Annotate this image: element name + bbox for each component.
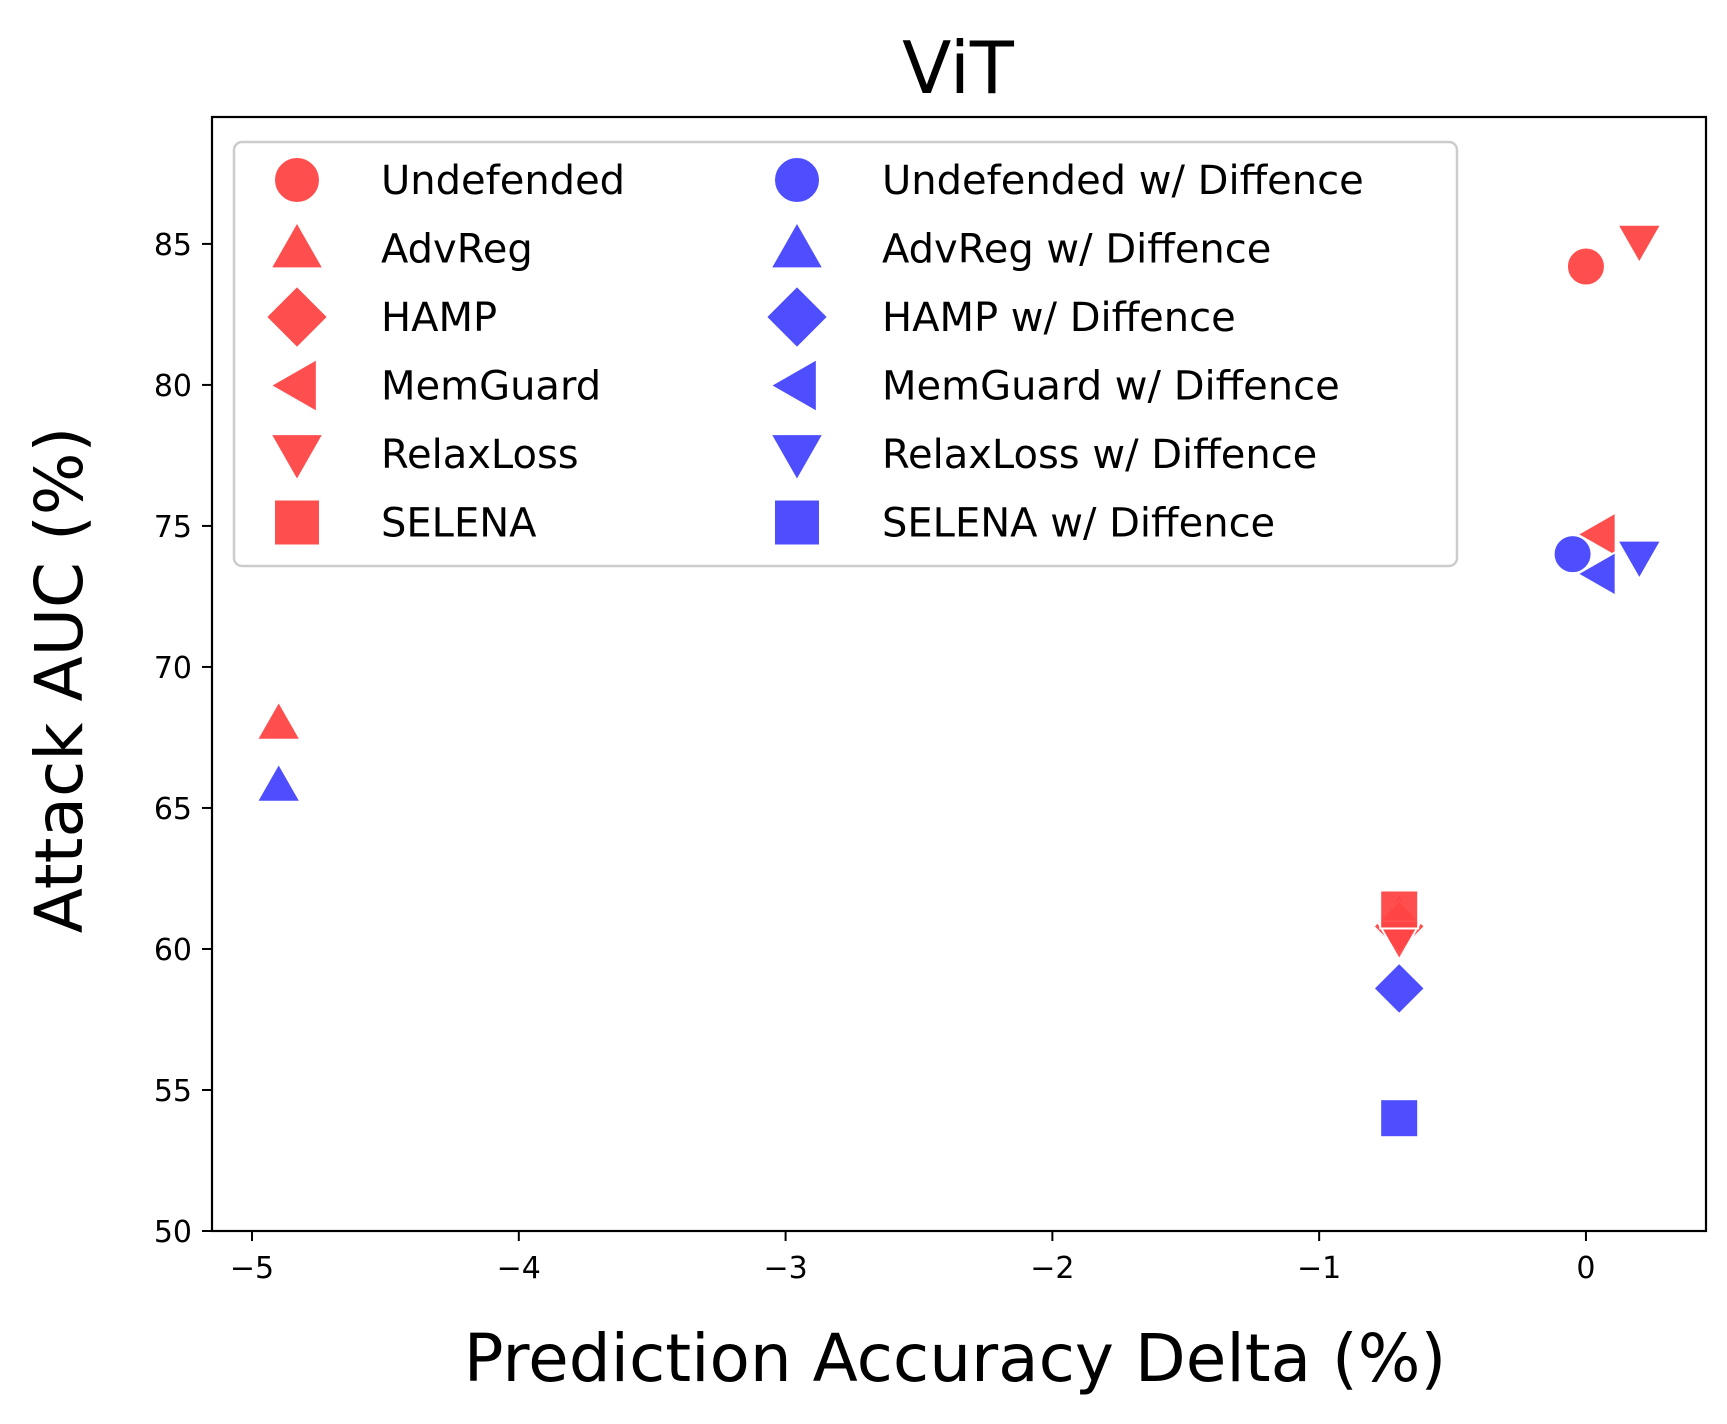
y-tick-label: 50 (154, 1215, 192, 1250)
legend-label: Undefended (381, 158, 625, 204)
y-tick-label: 70 (154, 651, 192, 686)
legend-label: AdvReg (381, 227, 533, 273)
legend-marker (773, 156, 821, 204)
point-advreg-w-diffence (255, 761, 303, 803)
legend-marker (773, 498, 821, 547)
legend-label: RelaxLoss w/ Diffence (882, 432, 1317, 478)
x-tick-label: −5 (230, 1251, 274, 1286)
legend-marker (268, 220, 326, 270)
point-memguard (1575, 510, 1617, 558)
legend-box (232, 140, 1459, 568)
legend-marker (268, 357, 318, 414)
legend-label: MemGuard w/ Diffence (882, 364, 1340, 410)
legend-marker (264, 284, 330, 350)
legend-marker (268, 433, 326, 483)
x-axis: −5 −4 −3 −2 −1 0 (230, 1231, 1595, 1286)
y-tick-label: 60 (154, 933, 192, 968)
x-tick-label: −4 (497, 1251, 541, 1286)
x-tick-label: 0 (1576, 1251, 1595, 1286)
point-advreg (255, 699, 303, 741)
legend-label: RelaxLoss (381, 432, 579, 478)
point-memguard-w-diffence (1575, 550, 1617, 598)
y-tick-label: 65 (154, 792, 192, 827)
point-relaxloss (1615, 223, 1663, 265)
legend-marker (768, 433, 826, 483)
y-tick-label: 55 (154, 1074, 192, 1109)
legend-label: HAMP (381, 295, 497, 341)
x-tick-label: −2 (1030, 1251, 1074, 1286)
legend-label: SELENA w/ Diffence (882, 501, 1275, 547)
y-tick-label: 85 (154, 228, 192, 263)
point-selena (1379, 889, 1420, 930)
y-tick-label: 80 (154, 369, 192, 404)
y-axis: 50 55 60 65 70 75 80 85 (154, 228, 212, 1250)
point-relaxloss-w-diffence (1615, 539, 1663, 581)
chart-title: ViT (902, 26, 1015, 110)
legend-label: MemGuard (381, 364, 601, 410)
legend: Undefended AdvReg HAMP MemGuard RelaxLoss SEL… (232, 140, 1459, 568)
y-axis-title: Attack AUC (%) (21, 427, 98, 933)
legend-label: HAMP w/ Diffence (882, 295, 1236, 341)
point-selena-w-diffence (1379, 1098, 1420, 1139)
legend-label: AdvReg w/ Diffence (882, 227, 1271, 273)
legend-marker (273, 156, 321, 204)
plot-area (210, 115, 1708, 1233)
point-undefended-w-diffence (1552, 534, 1593, 575)
legend-marker (768, 357, 818, 414)
y-tick-label: 75 (154, 510, 192, 545)
legend-marker (764, 284, 830, 350)
point-undefended (1565, 246, 1606, 287)
x-tick-label: −3 (763, 1251, 807, 1286)
plot-frame (210, 115, 1708, 1233)
legend-marker (273, 498, 321, 547)
legend-label: Undefended w/ Diffence (882, 158, 1364, 204)
legend-label: SELENA (381, 501, 537, 547)
legend-marker (768, 220, 826, 270)
x-tick-label: −1 (1297, 1251, 1341, 1286)
x-axis-title: Prediction Accuracy Delta (%) (464, 1320, 1446, 1397)
point-hamp-w-diffence (1372, 961, 1427, 1016)
